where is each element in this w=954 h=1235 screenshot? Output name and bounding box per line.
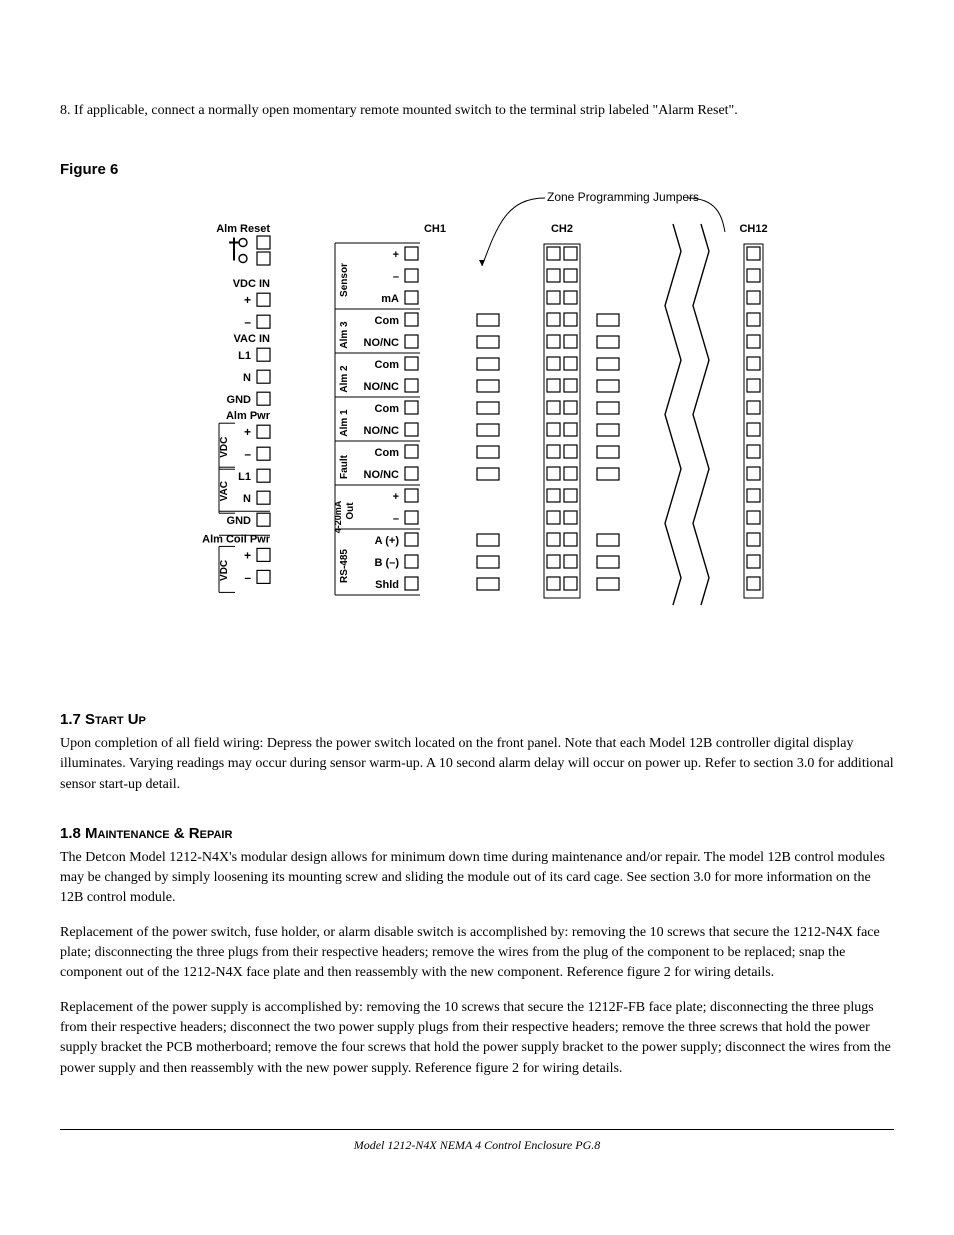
svg-text:CH2: CH2 (551, 223, 573, 235)
svg-text:–: – (244, 315, 251, 329)
svg-text:Alm 1: Alm 1 (339, 409, 350, 437)
svg-text:VAC: VAC (219, 481, 230, 501)
svg-text:VAC IN: VAC IN (234, 333, 271, 345)
svg-text:VDC: VDC (219, 437, 230, 458)
svg-text:VDC IN: VDC IN (233, 278, 270, 290)
svg-text:NO/NC: NO/NC (364, 469, 400, 481)
svg-text:Alm 3: Alm 3 (339, 321, 350, 349)
svg-text:CH12: CH12 (739, 223, 767, 235)
svg-text:VDC: VDC (219, 560, 230, 581)
figure-6-diagram: Zone Programming Jumpers Alm Reset VDC IN +… (60, 186, 894, 671)
svg-text:+: + (393, 249, 399, 261)
svg-text:Com: Com (375, 315, 400, 327)
svg-text:Fault: Fault (339, 454, 350, 479)
footer-text: Model 1212-N4X NEMA 4 Control Enclosure … (60, 1138, 894, 1153)
svg-text:–: – (244, 447, 251, 461)
svg-text:Sensor: Sensor (339, 263, 350, 297)
svg-text:–: – (244, 570, 251, 584)
section-1-8-p3: Replacement of the power supply is accom… (60, 998, 894, 1079)
svg-text:Alm Reset: Alm Reset (216, 223, 270, 235)
section-1-7-body: Upon completion of all field wiring: Dep… (60, 734, 894, 795)
svg-text:N: N (243, 372, 251, 384)
svg-text:NO/NC: NO/NC (364, 425, 400, 437)
svg-text:+: + (244, 293, 251, 307)
heading-1-7-text: 1.7 Start Up (60, 711, 146, 728)
svg-text:A (+): A (+) (375, 535, 400, 547)
svg-text:–: – (393, 513, 399, 525)
svg-text:+: + (393, 491, 399, 503)
footer-rule (60, 1129, 894, 1130)
svg-text:Zone Programming Jumpers: Zone Programming Jumpers (547, 190, 699, 204)
svg-text:CH1: CH1 (424, 223, 446, 235)
step-8: 8. If applicable, connect a normally ope… (60, 100, 894, 121)
svg-text:NO/NC: NO/NC (364, 337, 400, 349)
svg-text:Com: Com (375, 403, 400, 415)
svg-text:Out: Out (345, 502, 356, 520)
section-1-8-p1: The Detcon Model 1212-N4X's modular desi… (60, 848, 894, 909)
section-1-7-heading: 1.7 Start Up (60, 711, 894, 728)
svg-text:Alm 2: Alm 2 (339, 365, 350, 393)
wiring-diagram-svg: Zone Programming Jumpers Alm Reset VDC IN +… (127, 186, 827, 666)
section-1-8-heading: 1.8 Maintenance & Repair (60, 825, 894, 842)
svg-text:RS-485: RS-485 (339, 549, 350, 583)
svg-text:Com: Com (375, 359, 400, 371)
svg-text:GND: GND (227, 394, 252, 406)
svg-text:L1: L1 (238, 471, 251, 483)
svg-text:N: N (243, 493, 251, 505)
svg-text:Alm Coil Pwr: Alm Coil Pwr (202, 533, 271, 545)
svg-text:B (–): B (–) (375, 557, 400, 569)
svg-text:+: + (244, 425, 251, 439)
svg-text:Shld: Shld (375, 579, 399, 591)
heading-1-8-text: 1.8 Maintenance & Repair (60, 825, 232, 842)
svg-text:mA: mA (381, 293, 399, 305)
svg-text:–: – (393, 271, 399, 283)
svg-text:L1: L1 (238, 350, 251, 362)
svg-text:NO/NC: NO/NC (364, 381, 400, 393)
section-1-8-p2: Replacement of the power switch, fuse ho… (60, 923, 894, 984)
figure-6-title: Figure 6 (60, 161, 894, 178)
svg-text:Alm Pwr: Alm Pwr (226, 410, 271, 422)
svg-text:Com: Com (375, 447, 400, 459)
svg-text:GND: GND (227, 515, 252, 527)
svg-text:+: + (244, 548, 251, 562)
